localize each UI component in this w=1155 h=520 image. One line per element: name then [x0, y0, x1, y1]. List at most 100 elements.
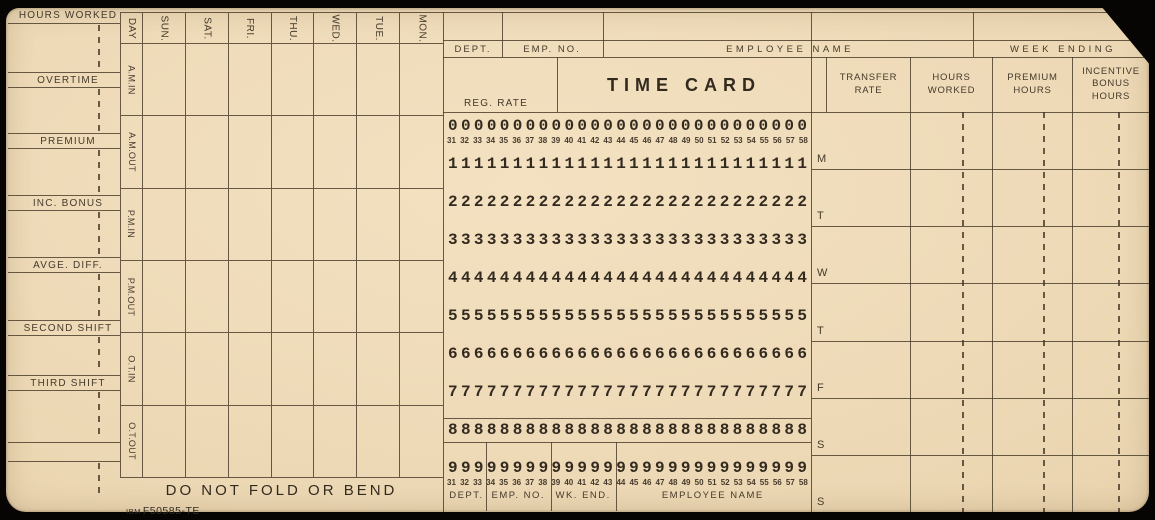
punch-digit: 8 [525, 421, 536, 439]
punch-digit: 1 [486, 155, 497, 173]
emp-no-caption: EMP. NO. [523, 44, 581, 55]
day-letter: S [817, 496, 825, 508]
time-entry-cell [228, 405, 272, 478]
right-grid-row-rule [812, 340, 1149, 342]
punch-digit: 5 [693, 307, 704, 325]
punch-digit: 4 [784, 269, 794, 287]
punch-digit: 0 [616, 117, 626, 135]
punch-digit: 2 [655, 193, 665, 211]
stub-dashed-line [98, 463, 100, 498]
stub-dashed-line [98, 274, 100, 318]
stub-dashed-line [98, 337, 100, 373]
punch-digit: 6 [473, 345, 484, 363]
punch-digit: 2 [590, 193, 600, 211]
punch-digit: 4 [460, 269, 471, 287]
day-column-header: FRI. [228, 13, 272, 44]
punch-digit: 2 [732, 193, 743, 211]
punch-digit: 3 [797, 231, 807, 249]
time-entry-cell [228, 333, 272, 406]
punch-column-number: 33 [473, 478, 483, 487]
punch-column-number: 57 [785, 136, 795, 145]
stub-band: INC. BONUS [8, 195, 120, 211]
punch-digit: 3 [603, 231, 613, 249]
punch-digit: 2 [616, 193, 626, 211]
punch-digit: 3 [667, 231, 678, 249]
time-entry-cell [271, 405, 315, 478]
right-grid-dashed-rule [962, 112, 964, 512]
punch-digit: 3 [719, 231, 730, 249]
punch-digit: 2 [603, 193, 613, 211]
punch-digit: 5 [448, 307, 458, 325]
punch-field-label: DEPT. [449, 490, 484, 501]
punch-column-number: 37 [525, 136, 535, 145]
week-ending-caption: WEEK ENDING [1009, 44, 1117, 55]
punch-digit: 6 [448, 345, 458, 363]
punch-digit: 4 [758, 269, 769, 287]
punch-digit: 8 [771, 421, 782, 439]
punch-digit: 9 [758, 459, 769, 477]
punch-digit: 1 [745, 155, 756, 173]
punch-digit: 4 [616, 269, 626, 287]
punch-digit: 7 [784, 383, 794, 401]
right-grid-row-rule [812, 397, 1149, 399]
punch-digit: 0 [693, 117, 704, 135]
punch-digit: 6 [486, 345, 497, 363]
punch-digit: 6 [642, 345, 652, 363]
punch-digit: 4 [667, 269, 678, 287]
ibm-logo: IBM [126, 507, 141, 516]
punch-digit: 4 [603, 269, 613, 287]
punch-digit: 3 [577, 231, 587, 249]
right-grid-column-rule [992, 112, 993, 512]
punch-digit: 1 [758, 155, 769, 173]
punch-digit: 1 [525, 155, 536, 173]
punch-column-number: 48 [668, 136, 678, 145]
punch-digit: 9 [655, 459, 665, 477]
punch-digit: 3 [486, 231, 497, 249]
punch-column-number: 31 [447, 478, 456, 487]
punch-digit: 9 [473, 459, 484, 477]
punch-field-divider [615, 442, 617, 511]
punch-digit: 3 [745, 231, 756, 249]
punch-digit: 5 [784, 307, 794, 325]
punch-digit: 5 [642, 307, 652, 325]
punch-digit: 3 [784, 231, 794, 249]
punch-digit: 8 [732, 421, 743, 439]
punch-digit: 7 [460, 383, 471, 401]
time-entry-cell [314, 188, 358, 261]
punch-digit: 1 [629, 155, 639, 173]
punch-digit: 1 [538, 155, 549, 173]
time-entry-cell [357, 333, 401, 406]
punch-column-number: 42 [590, 136, 600, 145]
punch-digit: 7 [680, 383, 691, 401]
punch-digit: 0 [680, 117, 691, 135]
time-entry-cell [143, 261, 186, 334]
punch-digit: 3 [629, 231, 639, 249]
time-entry-cell [143, 333, 186, 406]
punch-digit: 9 [732, 459, 743, 477]
punch-digit: 2 [525, 193, 536, 211]
punch-digit: 6 [706, 345, 717, 363]
punch-digit: 6 [693, 345, 704, 363]
inout-row-label: P.M. OUT [121, 261, 143, 334]
punch-digit: 2 [577, 193, 587, 211]
punch-digit: 4 [706, 269, 717, 287]
time-entry-cell [314, 405, 358, 478]
punch-column-number: 50 [694, 136, 704, 145]
punch-digit: 9 [642, 459, 652, 477]
punch-digit: 0 [499, 117, 510, 135]
punch-digit: 7 [693, 383, 704, 401]
punch-digit: 2 [551, 193, 562, 211]
time-entry-cell [357, 44, 401, 117]
punch-column-number: 49 [681, 136, 691, 145]
stub-dashed-line [98, 212, 100, 255]
stub-band-label: INC. BONUS [32, 197, 104, 209]
stub-band-label: HOURS WORKED [18, 10, 118, 21]
punch-digit: 9 [784, 459, 794, 477]
dept-empno-divider [502, 12, 503, 57]
punch-digit: 8 [473, 421, 484, 439]
punch-digit: 1 [732, 155, 743, 173]
punch-column-number: 53 [733, 136, 743, 145]
punch-digit: 8 [784, 421, 794, 439]
punch-digit: 1 [784, 155, 794, 173]
